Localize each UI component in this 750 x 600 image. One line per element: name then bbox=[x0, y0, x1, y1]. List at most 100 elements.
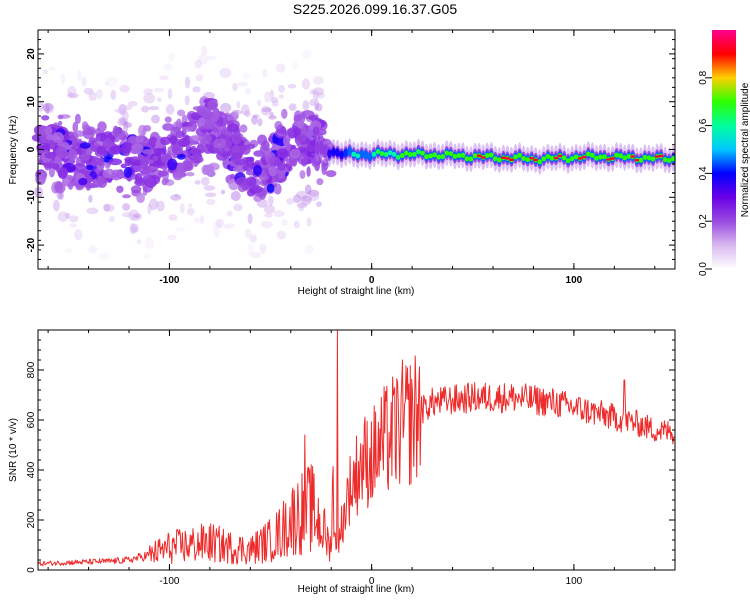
spectrogram-y-tick-label: -10 bbox=[26, 190, 37, 205]
spectrogram-ridge-segment bbox=[424, 154, 429, 160]
spectrogram-blob bbox=[106, 76, 118, 87]
snr-x-ticks: -100 0 100 bbox=[47, 330, 656, 587]
spectrogram-ridge-segment bbox=[525, 157, 530, 163]
colorbar: 0.0 0.2 0.4 0.6 0.8 Normalized spectral ampl… bbox=[698, 30, 750, 276]
spectrogram-blob bbox=[135, 135, 145, 143]
spectrogram-x-tick-label: -100 bbox=[159, 275, 179, 286]
spectrogram-blob bbox=[312, 90, 319, 101]
spectrogram-ridge-segment bbox=[606, 158, 611, 161]
spectrogram-blob bbox=[48, 66, 56, 71]
spectrogram-blob bbox=[45, 103, 50, 115]
spectrogram-blob bbox=[194, 59, 202, 69]
spectrogram-ridge-segment bbox=[476, 154, 482, 157]
spectrogram-blob bbox=[192, 153, 201, 164]
snr-y-tick-label: 400 bbox=[26, 461, 37, 478]
spectrogram-ridge-segment bbox=[545, 154, 551, 159]
spectrogram-blob bbox=[239, 144, 251, 155]
colorbar-tick-label: 0.4 bbox=[698, 166, 709, 180]
spectrogram-blob bbox=[268, 195, 274, 206]
spectrogram-ridge-segment bbox=[577, 157, 583, 160]
spectrogram-ridge-segment bbox=[355, 153, 361, 159]
spectrogram-blob bbox=[264, 91, 271, 103]
spectrogram-blob bbox=[96, 145, 107, 155]
spectrogram-blob bbox=[170, 194, 182, 201]
spectrogram-blob bbox=[260, 105, 272, 116]
spectrogram-blob bbox=[185, 172, 195, 177]
spectrogram-blob bbox=[232, 82, 238, 92]
spectrogram-blob bbox=[89, 161, 99, 167]
spectrogram-blob bbox=[143, 93, 156, 104]
spectrogram-blob bbox=[57, 211, 69, 222]
spectrogram-blob bbox=[278, 94, 284, 99]
spectrogram-ridge-segment bbox=[400, 153, 405, 158]
spectrogram-blob bbox=[299, 170, 306, 179]
spectrogram-blob bbox=[172, 170, 183, 181]
spectrogram-blob bbox=[143, 88, 153, 95]
spectrogram-blob bbox=[241, 104, 250, 116]
spectrogram-blob bbox=[121, 110, 129, 120]
spectrogram-ridge-segment bbox=[493, 156, 498, 162]
spectrogram-blob bbox=[297, 153, 308, 165]
spectrogram-blob bbox=[247, 244, 254, 256]
spectrogram-blob bbox=[250, 251, 261, 259]
spectrogram-blob bbox=[159, 75, 169, 81]
spectrogram-blob bbox=[220, 189, 226, 195]
spectrogram-blob bbox=[122, 203, 131, 211]
spectrogram-ridge-segment bbox=[622, 155, 627, 161]
spectrogram-blob bbox=[64, 212, 71, 219]
spectrogram-ridge-segment bbox=[614, 152, 619, 158]
spectrogram-blob bbox=[86, 164, 94, 171]
spectrogram-blob bbox=[161, 178, 168, 186]
spectrogram-blob bbox=[235, 177, 248, 186]
spectrogram-blob bbox=[206, 199, 216, 205]
spectrogram-blob bbox=[109, 145, 122, 155]
snr-x-tick-label: 100 bbox=[566, 576, 583, 587]
spectrogram-blob bbox=[184, 95, 190, 106]
spectrogram-blob bbox=[242, 164, 254, 172]
spectrogram-blob bbox=[309, 98, 317, 107]
spectrogram-blob bbox=[60, 73, 66, 84]
spectrogram-blob bbox=[195, 74, 204, 82]
spectrogram-ridge-segment bbox=[541, 156, 547, 162]
spectrogram-ridge-segment bbox=[618, 153, 623, 159]
spectrogram-ridge-segment bbox=[343, 148, 348, 158]
spectrogram-ridge-segment bbox=[666, 158, 672, 163]
spectrogram-blob bbox=[95, 88, 103, 100]
spectrogram-blob bbox=[130, 223, 139, 234]
spectrogram-blob bbox=[203, 185, 216, 191]
spectrogram-blob bbox=[242, 72, 251, 80]
spectrogram-blob bbox=[200, 110, 214, 118]
spectrogram-blob bbox=[104, 204, 115, 212]
spectrogram-ridge bbox=[315, 134, 676, 175]
spectrogram-blob bbox=[239, 124, 248, 133]
spectrogram-blob bbox=[296, 134, 307, 143]
spectrogram-blob bbox=[130, 143, 144, 155]
spectrogram-x-tick-label: 100 bbox=[566, 275, 583, 286]
spectrogram-ridge-segment bbox=[634, 159, 640, 162]
spectrogram-blob bbox=[53, 199, 60, 212]
spectrogram-blob bbox=[307, 189, 320, 197]
spectrogram-x-tick-label: 0 bbox=[369, 275, 375, 286]
spectrogram-blob bbox=[71, 181, 80, 187]
spectrogram-blob bbox=[271, 101, 279, 107]
spectrogram-blob bbox=[85, 126, 97, 136]
spectrogram-ridge-segment bbox=[521, 156, 526, 161]
spectrogram-blob bbox=[308, 114, 319, 121]
colorbar-gradient bbox=[712, 30, 736, 269]
spectrogram-blob bbox=[274, 128, 287, 139]
spectrogram-blob bbox=[121, 141, 132, 154]
spectrogram-ridge-segment bbox=[497, 157, 502, 163]
spectrogram-blob bbox=[69, 223, 77, 228]
spectrogram-ridge-segment bbox=[553, 156, 559, 160]
spectrogram-blob bbox=[152, 155, 159, 161]
spectrogram-blob bbox=[174, 193, 179, 199]
spectrogram-blob bbox=[119, 117, 129, 126]
spectrogram-blob bbox=[72, 121, 79, 133]
spectrogram-ridge-segment bbox=[654, 155, 660, 158]
spectrogram-ridge-segment bbox=[331, 147, 336, 157]
colorbar-tick-label: 0.8 bbox=[698, 70, 709, 84]
spectrogram-blob bbox=[182, 126, 194, 132]
spectrogram-blob bbox=[229, 152, 243, 159]
spectrogram-ridge-segment bbox=[501, 156, 506, 159]
